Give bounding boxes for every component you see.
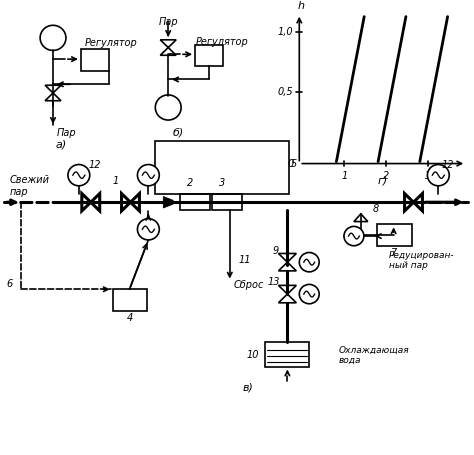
Text: Охлаждающая
вода: Охлаждающая вода (339, 345, 410, 365)
Text: б): б) (173, 127, 184, 137)
Polygon shape (413, 193, 422, 211)
Text: Пар: Пар (158, 16, 178, 26)
Text: h: h (298, 1, 305, 11)
Text: 4: 4 (127, 313, 133, 323)
Polygon shape (45, 93, 61, 101)
Text: Редуцирован-
ный пар: Редуцирован- ный пар (389, 251, 454, 270)
Text: 3: 3 (219, 178, 225, 188)
Circle shape (299, 253, 319, 272)
Polygon shape (82, 193, 91, 211)
Text: 9: 9 (273, 246, 279, 256)
Polygon shape (405, 193, 413, 211)
Text: 0: 0 (287, 158, 293, 168)
Polygon shape (278, 262, 296, 271)
Bar (113, 289, 147, 310)
Text: Свежий
пар: Свежий пар (9, 175, 49, 197)
Text: 1: 1 (341, 171, 347, 181)
Text: 1: 1 (112, 176, 118, 186)
Text: 6: 6 (6, 279, 12, 289)
Text: 8: 8 (373, 204, 379, 214)
Polygon shape (91, 193, 100, 211)
Bar (195, 45, 223, 66)
Bar (212, 194, 242, 210)
Polygon shape (278, 285, 296, 294)
Polygon shape (121, 193, 130, 211)
Text: Сброс: Сброс (234, 279, 264, 289)
Bar (155, 142, 289, 194)
Text: а): а) (55, 139, 66, 149)
Text: 13: 13 (267, 278, 280, 288)
Circle shape (428, 165, 449, 186)
Text: Регулятор: Регулятор (196, 37, 249, 47)
Polygon shape (163, 197, 173, 208)
Polygon shape (160, 47, 176, 55)
Bar (180, 194, 210, 210)
Circle shape (344, 227, 364, 246)
Bar (377, 224, 411, 246)
Text: 0,5: 0,5 (278, 86, 293, 96)
Text: Пар: Пар (57, 128, 77, 138)
Text: в): в) (242, 383, 253, 393)
Text: 1,0: 1,0 (278, 27, 293, 37)
Bar (264, 343, 309, 367)
Text: 12: 12 (89, 161, 101, 171)
Text: 2: 2 (187, 178, 193, 188)
Text: 2: 2 (383, 171, 389, 181)
Polygon shape (130, 193, 139, 211)
Polygon shape (278, 294, 296, 303)
Bar (81, 50, 109, 71)
Text: г): г) (378, 176, 388, 186)
Text: 10: 10 (246, 350, 259, 360)
Circle shape (68, 165, 90, 186)
Polygon shape (160, 40, 176, 47)
Text: 7: 7 (391, 248, 397, 258)
Text: 3: 3 (425, 171, 431, 181)
Text: 12: 12 (442, 161, 455, 171)
Circle shape (299, 284, 319, 304)
Text: Регулятор: Регулятор (85, 38, 137, 48)
Text: 11: 11 (238, 255, 251, 265)
Text: 5: 5 (291, 158, 298, 168)
Circle shape (137, 219, 159, 240)
Polygon shape (278, 253, 296, 262)
Circle shape (137, 165, 159, 186)
Polygon shape (45, 85, 61, 93)
